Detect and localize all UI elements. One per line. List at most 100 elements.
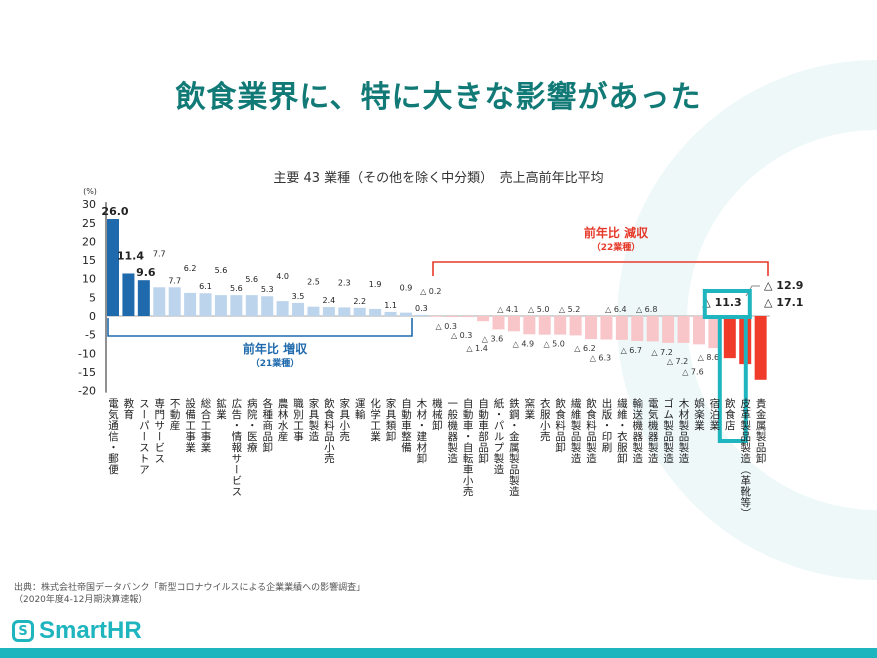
increase-sub: （21業種） — [250, 359, 300, 369]
bar — [554, 316, 567, 335]
y-tick-label: 5 — [89, 291, 96, 304]
category-label: 衣服小売 — [538, 398, 551, 442]
category-label: 宿泊業 — [708, 398, 721, 431]
category-label: 電気機器製造 — [646, 398, 659, 464]
bar — [615, 316, 628, 340]
category-label: 紙・パルプ製造 — [492, 398, 505, 475]
category-label: 機械卸 — [430, 398, 443, 431]
bar — [754, 316, 767, 380]
bar — [631, 316, 644, 341]
category-label: 出版・印刷 — [600, 398, 613, 453]
value-label: 5.6 — [230, 284, 243, 293]
y-tick-label: 0 — [89, 310, 96, 323]
value-label: 2.3 — [338, 278, 351, 287]
bar — [708, 316, 721, 349]
category-label: 農林水産 — [276, 398, 289, 442]
category-label: 飲食料品小売 — [322, 398, 335, 464]
bar — [662, 316, 675, 343]
y-tick-label: 25 — [82, 217, 96, 230]
value-label: △ 6.7 — [621, 346, 642, 355]
category-label: スーパーストア — [137, 398, 150, 475]
bottom-accent-bar — [0, 648, 877, 658]
bar — [184, 292, 197, 316]
bar — [415, 314, 428, 316]
category-label: ゴム製品製造 — [662, 398, 675, 464]
value-label: △ 0.2 — [420, 287, 441, 296]
category-label: 不動産 — [168, 398, 181, 431]
value-label: 11.4 — [117, 249, 144, 262]
y-tick-label: 10 — [82, 273, 96, 286]
category-label: 繊維・衣服卸 — [615, 398, 628, 464]
y-tick-label: 15 — [82, 254, 96, 267]
category-label: 皮革製品製造（革靴等） — [739, 398, 752, 519]
category-label: 一般機器製造 — [446, 398, 459, 464]
value-label: 7.7 — [153, 249, 166, 258]
bar — [230, 295, 243, 316]
y-tick-label: -20 — [78, 385, 96, 398]
value-label: △ 8.6 — [698, 353, 719, 362]
category-label: 繊維製品製造 — [569, 398, 582, 464]
value-label: 1.9 — [369, 280, 382, 289]
increase-label: 前年比 増収 — [242, 342, 308, 356]
category-label: 広告・情報サービス — [230, 398, 243, 497]
category-label: 設備工事業 — [184, 398, 197, 453]
category-label: 家具類卸 — [384, 398, 397, 442]
highlight-category-box — [717, 315, 748, 443]
category-label: 飲食料品卸 — [554, 398, 567, 453]
chart-title: 主要 43 業種（その他を除く中分類） 売上高前年比平均 — [273, 171, 604, 186]
bar — [384, 311, 397, 316]
page-title: 飲食業界に、特に大きな影響があった — [175, 80, 702, 115]
value-label: △ 6.2 — [574, 344, 595, 353]
bar — [538, 316, 551, 335]
smarthr-logo: S SmartHR — [12, 617, 142, 645]
category-label: 自動車整備 — [399, 398, 412, 453]
bar — [137, 280, 150, 316]
value-label: 4.0 — [276, 272, 289, 281]
bar — [307, 306, 320, 316]
bar — [399, 312, 412, 316]
bar — [585, 316, 598, 340]
bar — [276, 301, 289, 316]
bar — [723, 316, 736, 359]
y-tick-label: 20 — [82, 235, 96, 248]
value-label: △ 4.1 — [497, 305, 518, 314]
value-label: △ 0.3 — [451, 331, 472, 340]
logo-mark-icon: S — [12, 620, 34, 642]
bar — [107, 219, 119, 316]
y-tick-label: 30 — [82, 198, 96, 211]
bar — [461, 316, 474, 318]
source-line-1: 出典：株式会社帝国データバンク「新型コロナウイルスによる企業業績への影響調査」 — [14, 583, 366, 593]
value-label: 7.7 — [168, 276, 181, 285]
bar — [122, 273, 135, 316]
bar — [338, 307, 351, 316]
category-label: 飲食店 — [723, 398, 736, 431]
value-label: 0.3 — [415, 304, 428, 313]
bar — [523, 316, 536, 335]
bar — [677, 316, 690, 343]
decrease-bracket — [432, 261, 769, 276]
value-label: △ 17.1 — [764, 296, 803, 309]
category-label: 窯業 — [523, 398, 536, 420]
y-tick-label: -15 — [78, 366, 96, 379]
bar — [492, 316, 505, 330]
value-label: △ 6.4 — [605, 305, 626, 314]
bar — [245, 295, 258, 316]
value-label: △ 5.0 — [543, 340, 564, 349]
bar — [199, 293, 212, 316]
category-label: 鉄鋼・金属製品製造 — [507, 398, 520, 497]
value-label: 5.6 — [215, 266, 228, 275]
logo-text: SmartHR — [39, 617, 142, 644]
value-label: 2.5 — [307, 278, 320, 287]
value-label: △ 7.2 — [651, 348, 672, 357]
value-label: △ 6.3 — [590, 353, 611, 362]
value-label: △ 3.6 — [482, 334, 503, 343]
category-label: 教育 — [122, 398, 135, 420]
value-label: △ 6.8 — [636, 305, 657, 314]
value-label: 0.9 — [400, 284, 413, 293]
y-tick-label: -5 — [85, 329, 96, 342]
bar — [153, 287, 166, 316]
bar — [692, 316, 705, 345]
bar — [292, 302, 305, 316]
bar — [353, 307, 366, 316]
